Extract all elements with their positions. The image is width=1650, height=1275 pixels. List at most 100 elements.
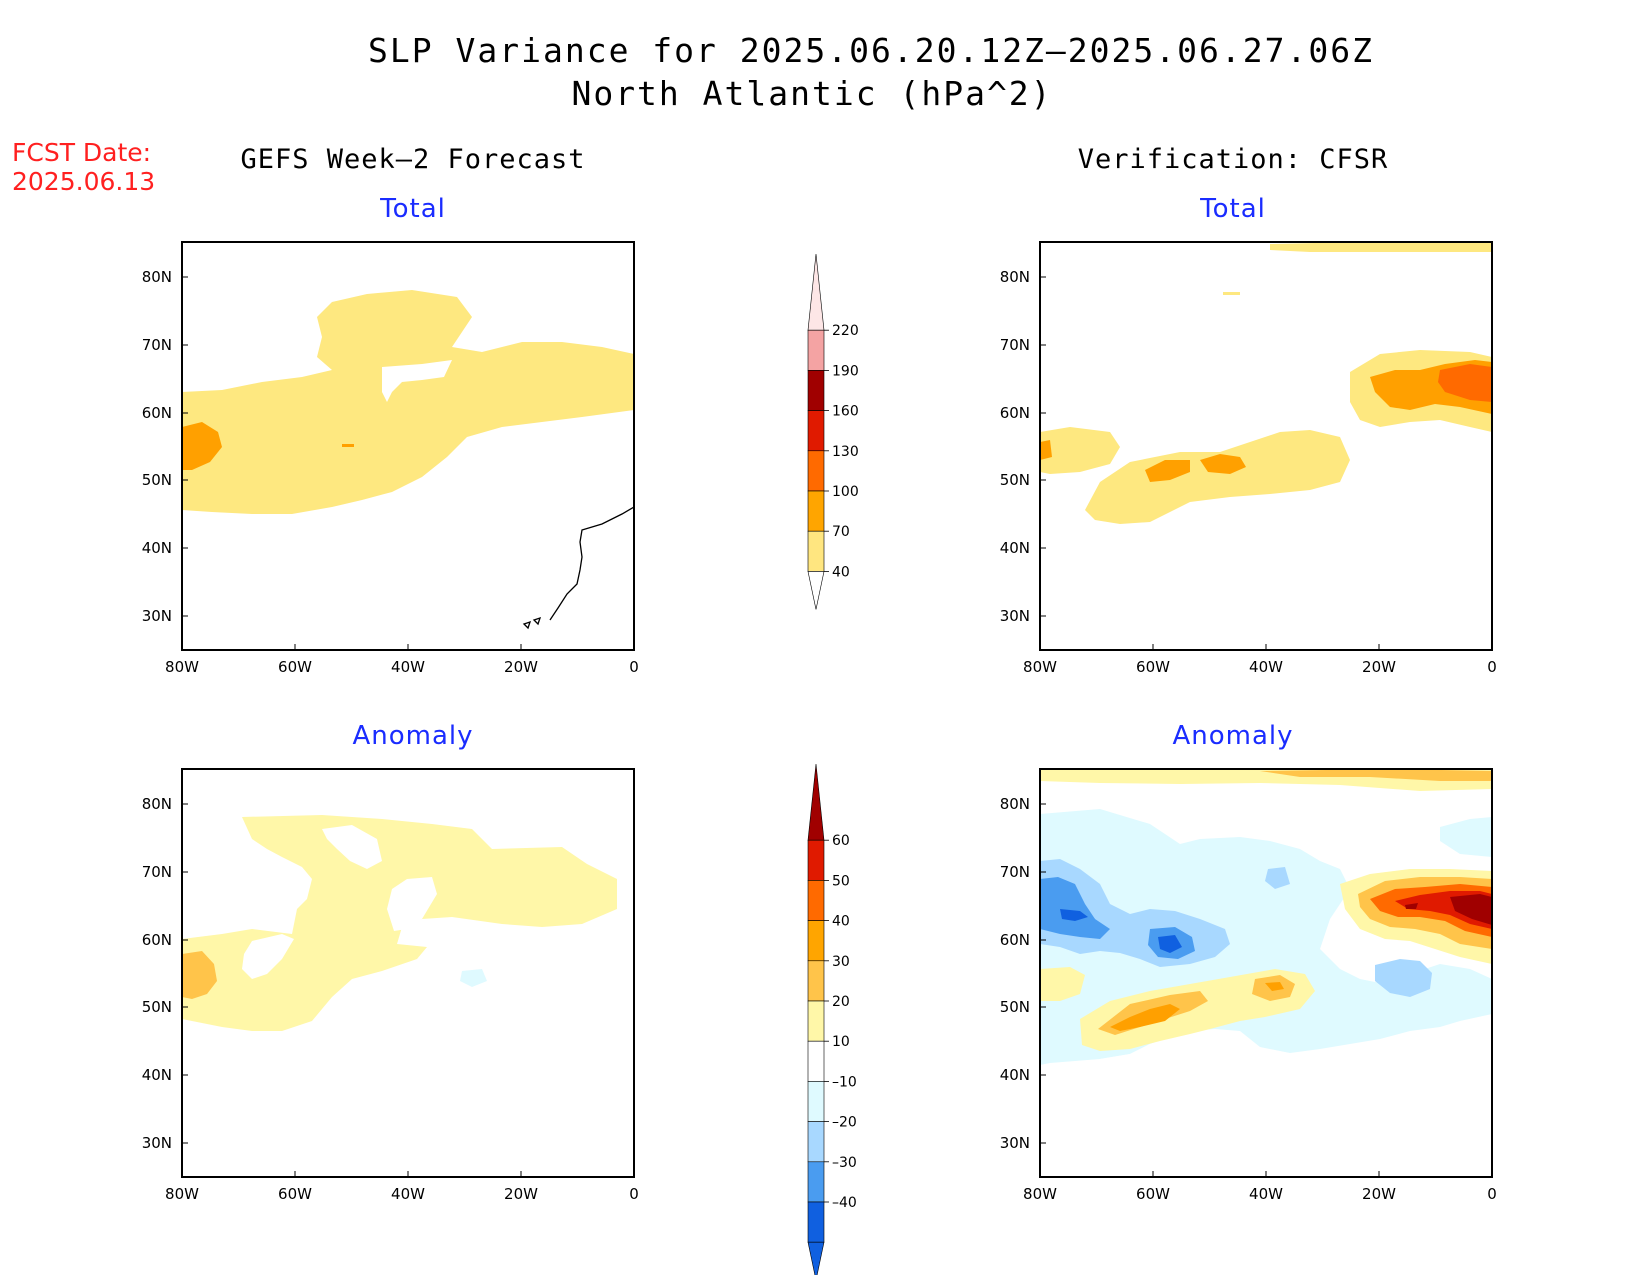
lon-tick-label: 0 <box>1487 1185 1497 1203</box>
lon-tick-label: 80W <box>165 658 199 676</box>
lon-tick-label: 0 <box>629 658 639 676</box>
fcst-date-label: FCST Date: <box>12 138 151 167</box>
lat-tick-label: 70N <box>1000 336 1030 354</box>
lat-tick-label: 80N <box>142 795 172 813</box>
figure-title-line1: SLP Variance for 2025.06.20.12Z–2025.06.… <box>368 31 1374 70</box>
lat-tick-label: 30N <box>142 1134 172 1152</box>
colorbar-label: 130 <box>832 444 859 460</box>
colorbar-label: 220 <box>832 323 859 339</box>
colorbar-label: 10 <box>832 1034 850 1050</box>
lat-tick-label: 60N <box>142 404 172 422</box>
lat-tick-label: 70N <box>142 863 172 881</box>
lat-tick-label: 40N <box>142 539 172 557</box>
right-column-heading: Verification: CFSR <box>1078 144 1389 175</box>
lon-tick-label: 20W <box>504 658 538 676</box>
lat-tick-label: 80N <box>1000 795 1030 813</box>
colorbar-swatch <box>807 1121 825 1163</box>
colorbar-swatch <box>807 530 825 572</box>
lat-tick-label: 40N <box>1000 1066 1030 1084</box>
map-panel-verification-total <box>1039 241 1493 651</box>
contour-fill-forecast-total <box>182 290 634 514</box>
colorbar-swatch <box>807 920 825 962</box>
lat-tick-label: 30N <box>1000 607 1030 625</box>
lon-tick-label: 60W <box>1136 1185 1170 1203</box>
lat-tick-label: 60N <box>1000 404 1030 422</box>
lat-tick-label: 60N <box>1000 931 1030 949</box>
lat-tick-label: 30N <box>1000 1134 1030 1152</box>
colorbar-swatch <box>807 1000 825 1042</box>
contour-fill-verification-total <box>1040 242 1492 524</box>
colorbar-label: 50 <box>832 873 850 889</box>
lon-tick-label: 20W <box>1362 1185 1396 1203</box>
colorbar-swatch <box>807 880 825 921</box>
colorbar-swatch <box>807 490 825 532</box>
colorbar-swatch <box>807 839 825 881</box>
lat-tick-label: 50N <box>1000 471 1030 489</box>
lon-tick-label: 80W <box>1023 658 1057 676</box>
lon-tick-label: 80W <box>1023 1185 1057 1203</box>
map-panel-verification-anomaly <box>1039 768 1493 1178</box>
colorbar-label: –30 <box>832 1155 857 1171</box>
lat-tick-label: 30N <box>142 607 172 625</box>
lat-tick-label: 70N <box>142 336 172 354</box>
contour-fill-verification-anomaly <box>1040 769 1492 1094</box>
lon-tick-label: 20W <box>504 1185 538 1203</box>
colorbar-swatch <box>807 763 825 841</box>
colorbar-label: 60 <box>832 833 850 849</box>
lon-tick-label: 40W <box>1249 658 1283 676</box>
lon-tick-label: 80W <box>165 1185 199 1203</box>
colorbar-label: 100 <box>832 484 859 500</box>
colorbar-swatch <box>807 960 825 1002</box>
lat-tick-label: 40N <box>142 1066 172 1084</box>
lat-tick-label: 40N <box>1000 539 1030 557</box>
lat-tick-label: 70N <box>1000 863 1030 881</box>
colorbar-label: 190 <box>832 363 859 379</box>
panel-subtitle-verification-anomaly: Anomaly <box>1172 721 1293 751</box>
lon-tick-label: 0 <box>1487 658 1497 676</box>
colorbar-arrow-low <box>807 1241 825 1275</box>
colorbar-total: 220 190 160 130 100 70 40 <box>807 253 859 610</box>
lon-tick-label: 40W <box>391 1185 425 1203</box>
lat-tick-label: 60N <box>142 931 172 949</box>
colorbar-swatch <box>807 370 825 411</box>
figure-title-line2: North Atlantic (hPa^2) <box>571 74 1052 113</box>
lon-tick-label: 0 <box>629 1185 639 1203</box>
colorbar-label: 40 <box>832 914 850 930</box>
colorbar-swatch <box>807 253 825 331</box>
colorbar-label: 40 <box>832 564 850 580</box>
lat-tick-label: 80N <box>142 268 172 286</box>
colorbar-arrow-low <box>807 571 825 610</box>
colorbar-swatch <box>807 1040 825 1082</box>
lat-tick-label: 50N <box>142 998 172 1016</box>
colorbar-label: 70 <box>832 524 850 540</box>
colorbar-swatch <box>807 1161 825 1203</box>
panel-subtitle-forecast-total: Total <box>379 194 446 224</box>
colorbar-swatch <box>807 450 825 492</box>
map-panel-forecast-anomaly <box>181 768 635 1178</box>
lon-tick-label: 60W <box>278 1185 312 1203</box>
colorbar-label: 30 <box>832 954 850 970</box>
colorbar-label: –10 <box>832 1074 857 1090</box>
colorbar-swatch <box>807 1081 825 1122</box>
contour-fill-forecast-anomaly <box>182 815 617 1031</box>
lon-tick-label: 60W <box>1136 658 1170 676</box>
lat-tick-label: 50N <box>1000 998 1030 1016</box>
colorbar-swatch <box>807 410 825 452</box>
colorbar-label: 160 <box>832 404 859 420</box>
lon-tick-label: 60W <box>278 658 312 676</box>
left-column-heading: GEFS Week–2 Forecast <box>240 144 585 175</box>
map-axes: 80N 70N 60N 50N 40N 30N 80W 60W 40W 20W 0 80N 70N 60N… <box>142 268 1497 1203</box>
lat-tick-label: 50N <box>142 471 172 489</box>
colorbar-label: –40 <box>832 1195 857 1211</box>
panel-subtitle-forecast-anomaly: Anomaly <box>352 721 473 751</box>
map-panel-forecast-total <box>181 241 635 651</box>
lon-tick-label: 40W <box>1249 1185 1283 1203</box>
lat-tick-label: 80N <box>1000 268 1030 286</box>
lon-tick-label: 40W <box>391 658 425 676</box>
lon-tick-label: 20W <box>1362 658 1396 676</box>
panel-subtitle-verification-total: Total <box>1199 194 1266 224</box>
colorbar-label: –20 <box>832 1115 857 1131</box>
colorbar-anomaly: 60 50 40 30 20 10 –10 –20 –30 –40 <box>807 763 857 1275</box>
colorbar-swatch <box>807 1201 825 1243</box>
